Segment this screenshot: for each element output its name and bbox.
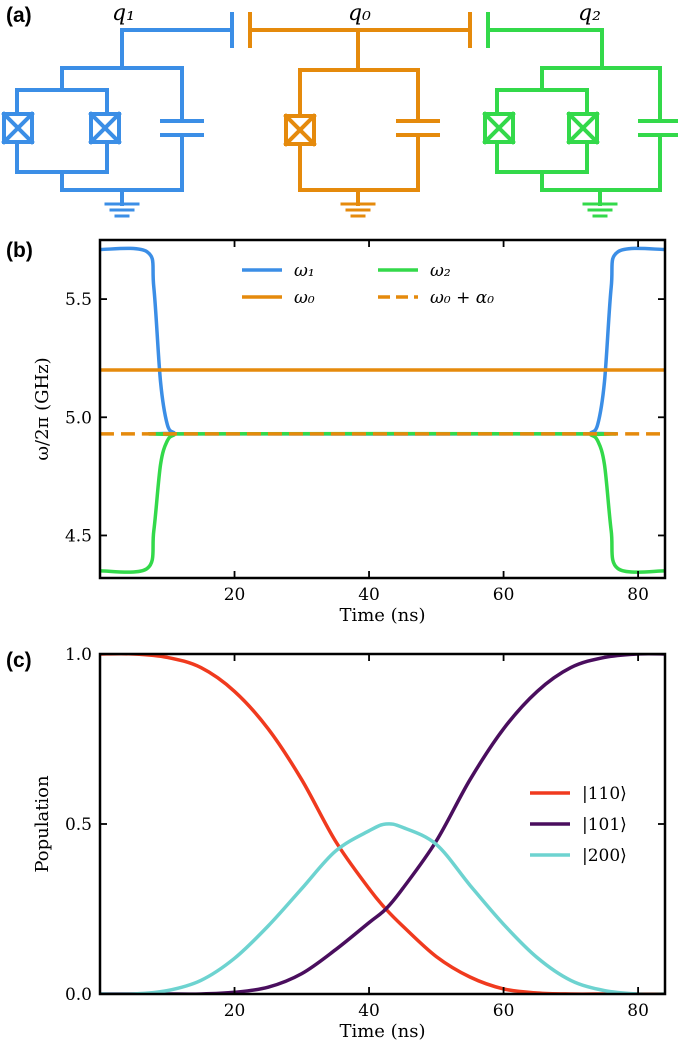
legend-label: |110⟩ (582, 784, 627, 804)
qubit-q1-circuit (15, 12, 234, 218)
series-line-2 (100, 431, 665, 574)
y-tick-label: 0.5 (65, 815, 92, 835)
legend-label: ω₁ (294, 261, 315, 281)
x-tick-label: 80 (627, 1001, 649, 1021)
qubit-label-q0: q₀ (348, 1, 371, 26)
x-tick-label: 20 (224, 585, 246, 605)
series-line-2 (100, 822, 665, 994)
y-axis-label: ω/2π (GHz) (32, 357, 53, 460)
josephson-junction-icon (283, 113, 317, 147)
x-axis-label: Time (ns) (339, 1021, 425, 1042)
population-chart: 20 40 60 80 0.0 0.5 1.0 Time (ns) Population |110… (32, 645, 667, 1042)
y-axis-label: Population (32, 775, 53, 873)
josephson-junction-icon (482, 111, 516, 145)
qubit-label-q2: q₂ (578, 1, 601, 26)
circuit-diagram: q₁ q₀ q₂ (1, 1, 678, 218)
panel-a-label: (a) (6, 4, 32, 27)
legend-label: |200⟩ (582, 846, 627, 866)
x-tick-label: 60 (493, 1001, 515, 1021)
josephson-junction-icon (88, 111, 122, 145)
legend-label: ω₀ (294, 288, 315, 308)
y-tick-label: 5.0 (65, 408, 92, 428)
x-axis-label: Time (ns) (339, 605, 425, 626)
qubit-label-q1: q₁ (112, 1, 135, 26)
josephson-junction-icon (1, 111, 35, 145)
series-line-0 (100, 246, 665, 436)
x-tick-label: 80 (627, 585, 649, 605)
legend-label: ω₀ + α₀ (430, 288, 494, 308)
axes-frame (98, 238, 667, 580)
x-tick-label: 40 (358, 585, 380, 605)
panel-c-label: (c) (6, 649, 32, 672)
josephson-junction-icon (566, 111, 600, 145)
x-tick-label: 40 (358, 1001, 380, 1021)
legend-label: ω₂ (430, 261, 451, 281)
frequency-chart: 20 40 60 80 4.5 5.0 5.5 Time (ns) ω/2π (GHz) ω₁ ω₀… (32, 238, 667, 626)
y-tick-label: 1.0 (65, 645, 92, 665)
y-tick-label: 5.5 (65, 290, 92, 310)
legend-label: |101⟩ (582, 815, 627, 835)
x-tick-label: 20 (224, 1001, 246, 1021)
qubit-q0-circuit (248, 12, 472, 218)
y-tick-label: 4.5 (65, 526, 92, 546)
y-tick-label: 0.0 (65, 985, 92, 1005)
panel-b-label: (b) (6, 239, 33, 262)
x-tick-label: 60 (493, 585, 515, 605)
